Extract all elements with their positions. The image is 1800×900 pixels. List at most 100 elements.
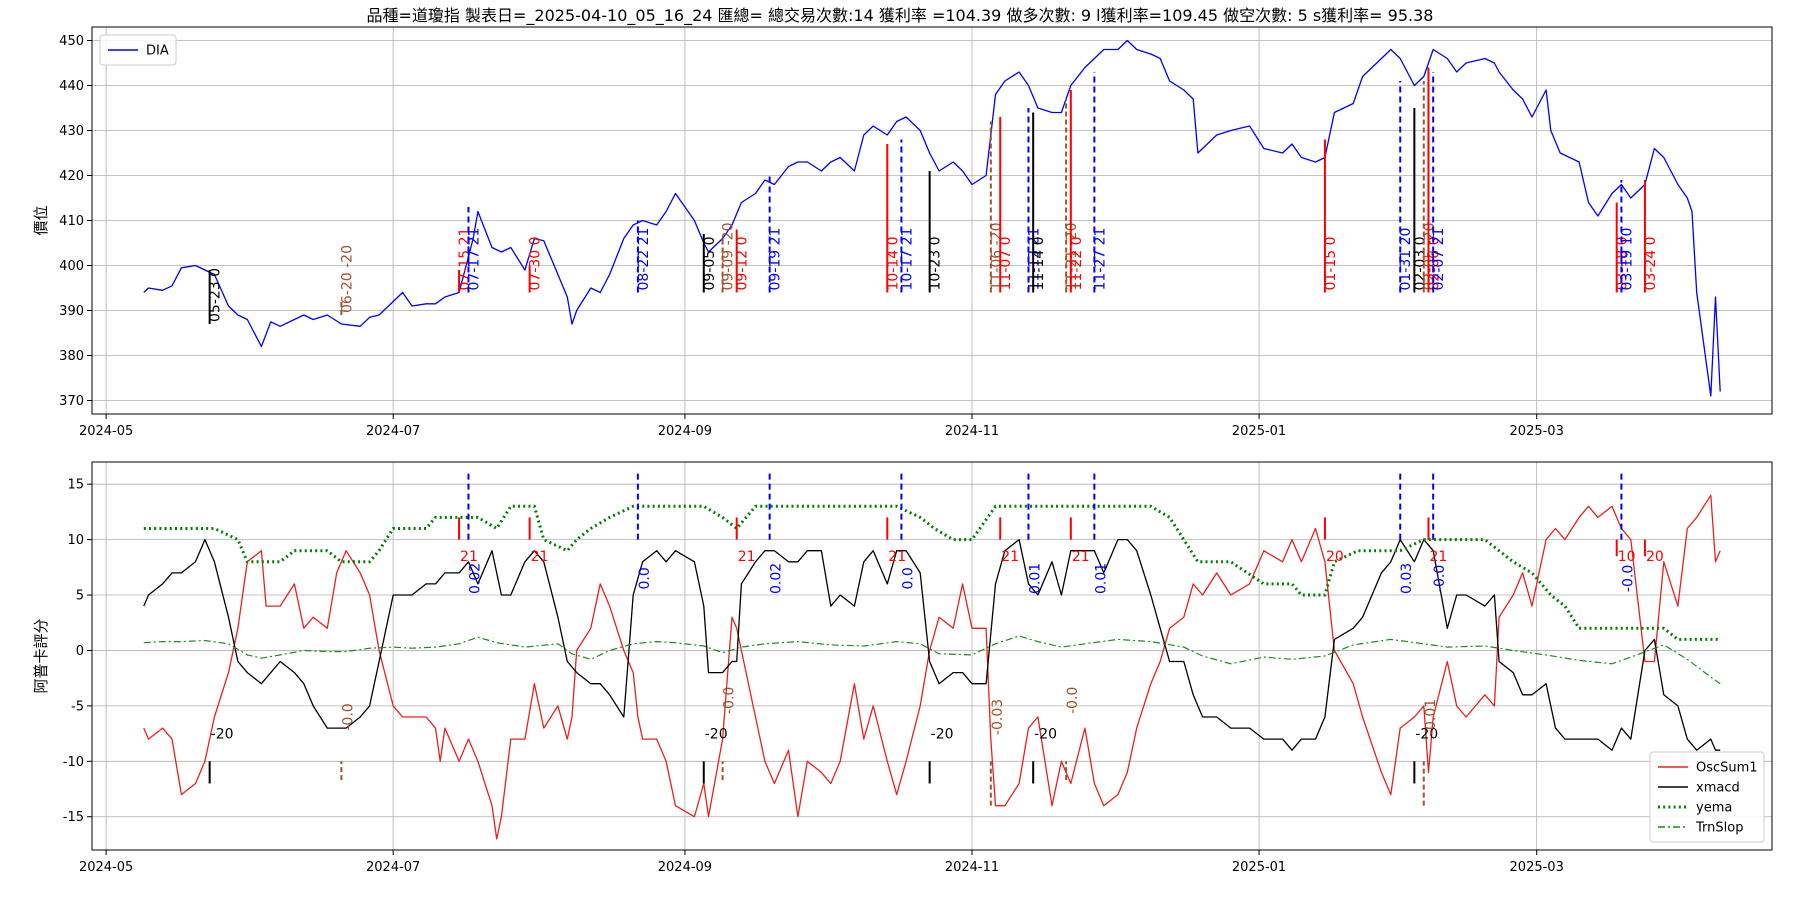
plot-frame [91, 26, 1773, 415]
signal-label: 03-18 0 [1615, 236, 1631, 290]
y-tick-label: -10 [63, 755, 84, 770]
series-xmacd [143, 538, 1721, 751]
signal-value-label: 0.01 [1027, 563, 1043, 594]
y-tick-label: -5 [71, 699, 84, 714]
signal-label: 11-21 -20 [1064, 223, 1080, 291]
legend: DIA [99, 34, 177, 66]
signal-value-label: 0.02 [769, 563, 785, 594]
x-tick-label: 2024-09 [658, 860, 712, 875]
signal-label: 03-24 0 [1643, 236, 1659, 290]
y-tick-label: 15 [67, 478, 84, 493]
signal-label: 11-13 21 [1026, 228, 1042, 291]
signal-value-label: -20 [705, 727, 728, 743]
x-tick-label: 2024-05 [79, 860, 133, 875]
y-tick-label: 430 [59, 124, 84, 139]
x-tick-label: 2024-11 [945, 860, 999, 875]
legend-label: yema [1696, 801, 1732, 816]
legend: OscSum1 xmacd yema TrnSlop [1649, 751, 1765, 843]
signal-value-label: 20 [1326, 549, 1344, 565]
y-tick-label: 5 [76, 589, 84, 604]
signal-label: 07-15 21 [457, 228, 473, 291]
x-tick-label: 2024-07 [366, 860, 420, 875]
signal-value-label: -0.0 [340, 703, 356, 730]
signal-label: 03-19 10 [1619, 228, 1635, 291]
series-trnslop [143, 635, 1721, 685]
y-tick-label: 440 [59, 79, 84, 94]
x-tick-label: 2025-01 [1232, 424, 1286, 439]
panel-2: -15 -10 -5 0 5 10 15 2024-05 2024-07 2024-09 2024-… [32, 461, 1773, 875]
signal-label: 10-23 0 [928, 236, 944, 290]
signal-label: 07-17 21 [466, 228, 482, 291]
signal-label: 11-22 0 [1069, 236, 1085, 290]
plot-frame [91, 461, 1773, 851]
signal-value-label: 21 [531, 549, 549, 565]
chart-title: 品種=道瓊指 製表日=_2025-04-10_05_16_24 匯總= 總交易次… [366, 6, 1434, 25]
signal-label: 11-27 21 [1092, 228, 1108, 291]
signal-value-label: 21 [1072, 549, 1090, 565]
signal-label: 09-12 0 [735, 236, 751, 290]
signal-label: 02-06 0 [1426, 236, 1442, 290]
signal-value-label: -0.0 [722, 687, 738, 714]
signal-value-label: 10 [1618, 549, 1636, 565]
signal-value-label: 21 [460, 549, 478, 565]
x-tick-label: 2025-03 [1510, 424, 1564, 439]
x-tick-label: 2025-01 [1232, 860, 1286, 875]
signal-value-label: -0.0 [1432, 565, 1448, 592]
signal-label: 02-07 21 [1431, 228, 1447, 291]
y-tick-label: 10 [67, 533, 84, 548]
signal-value-label: -20 [1415, 727, 1438, 743]
signal-label: 09-19 21 [768, 228, 784, 291]
x-tick-label: 2024-07 [366, 424, 420, 439]
y-axis-label: 價位 [32, 205, 50, 235]
legend-label: DIA [146, 44, 169, 59]
signal-value-label: -0.0 [1065, 687, 1081, 714]
signal-value-label: -0.0 [1620, 565, 1636, 592]
signal-value-label: 0.03 [1399, 563, 1415, 594]
panel-1: 370 380 390 400 410 420 430 440 450 2024-05 2024-0… [32, 26, 1773, 439]
y-tick-label: 400 [59, 259, 84, 274]
legend-box [1649, 751, 1765, 843]
y-tick-label: 450 [59, 34, 84, 49]
signal-value-label: 0.02 [467, 563, 483, 594]
signal-label: 01-15 0 [1323, 236, 1339, 290]
signal-value-label: 21 [888, 549, 906, 565]
signal-value-label: 0.01 [1093, 563, 1109, 594]
legend-label: OscSum1 [1696, 761, 1758, 776]
signal-label: 01-31 20 [1398, 228, 1414, 291]
signal-value-label: -20 [931, 727, 954, 743]
signal-value-label: -20 [1034, 727, 1057, 743]
signal-label: 10-14 0 [885, 236, 901, 290]
signal-label: 11-07 0 [998, 236, 1014, 290]
y-axis-label: 阿普卡評分 [32, 618, 50, 693]
signal-value-label: 0.0 [900, 567, 916, 589]
y-tick-label: 0 [76, 644, 84, 659]
series-oscsum1 [143, 494, 1721, 840]
y-tick-label: -15 [63, 810, 84, 825]
signal-value-label: 20 [1646, 549, 1664, 565]
legend-label: TrnSlop [1695, 821, 1743, 836]
signal-value-label: 21 [1001, 549, 1019, 565]
signal-label: 09-05 0 [702, 236, 718, 290]
y-tick-label: 370 [59, 394, 84, 409]
signal-label: 10-17 21 [899, 228, 915, 291]
signal-label: 06-20 -20 [339, 245, 355, 313]
y-tick-label: 380 [59, 349, 84, 364]
legend-label: xmacd [1696, 781, 1740, 796]
signal-value-label: -0.03 [990, 699, 1006, 735]
y-tick-label: 420 [59, 169, 84, 184]
signal-value-label: 21 [738, 549, 756, 565]
y-tick-label: 390 [59, 304, 84, 319]
signal-value-label: -20 [211, 727, 234, 743]
x-tick-label: 2024-11 [945, 424, 999, 439]
signal-label: 08-22 21 [636, 228, 652, 291]
signal-value-label: 21 [1429, 549, 1447, 565]
x-tick-label: 2024-09 [658, 424, 712, 439]
series-dia [143, 39, 1721, 397]
signal-label: 11-14 0 [1031, 236, 1047, 290]
x-tick-label: 2024-05 [79, 424, 133, 439]
signal-label: 07-30 0 [528, 236, 544, 290]
y-tick-label: 410 [59, 214, 84, 229]
x-tick-label: 2025-03 [1510, 860, 1564, 875]
signal-value-label: -0.01 [1423, 699, 1439, 735]
